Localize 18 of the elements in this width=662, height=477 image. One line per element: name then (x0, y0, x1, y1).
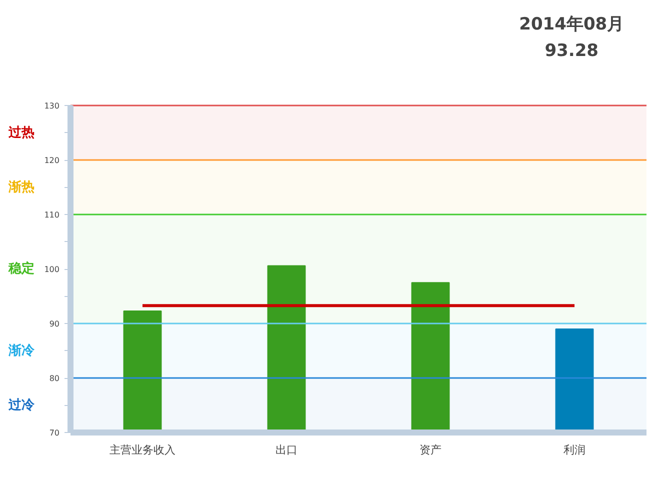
y-tick-label: 130 (44, 102, 60, 110)
y-tick-label: 120 (44, 156, 60, 165)
x-tick-label: 利润 (564, 444, 586, 456)
band-label: 过热 (8, 125, 34, 140)
y-tick-label: 70 (49, 428, 60, 438)
chart-subtitle: 93.28 (544, 40, 599, 61)
x-tick-label: 出口 (276, 444, 298, 456)
band-label: 渐冷 (8, 343, 36, 358)
y-tick-label: 100 (44, 265, 60, 274)
x-tick-label: 主营业务收入 (110, 444, 176, 456)
y-tick-label: 90 (49, 320, 60, 328)
x-tick-label: 资产 (420, 444, 442, 456)
band-label: 稳定 (8, 260, 34, 276)
band-label: 过冷 (8, 398, 36, 413)
band-label: 渐热 (8, 180, 34, 195)
y-tick-label: 80 (49, 374, 60, 383)
chart-title: 2014年08月 (519, 14, 624, 34)
y-tick-label: 110 (44, 210, 60, 220)
